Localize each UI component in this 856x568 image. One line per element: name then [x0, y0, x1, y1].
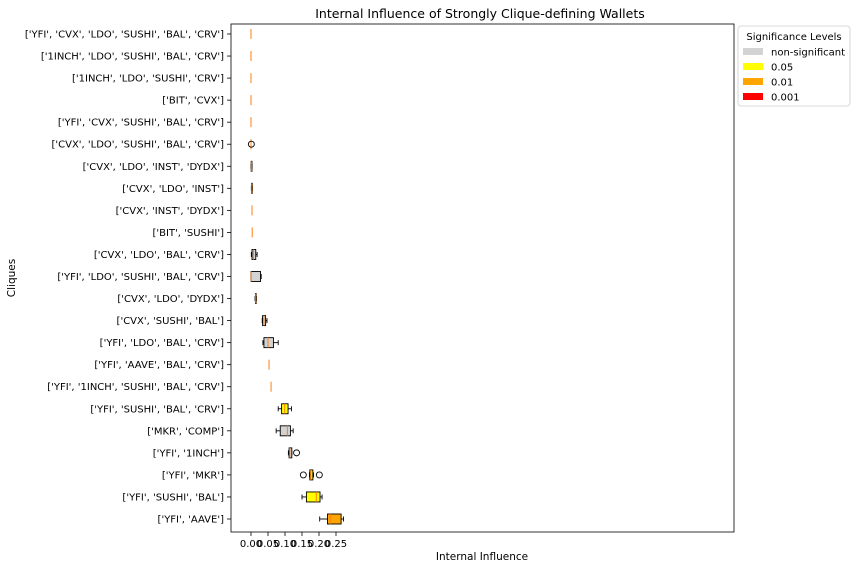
y-tick-label: ['CVX', 'LDO', 'BAL', 'CRV']: [94, 250, 224, 261]
box-group: ['CVX', 'LDO', 'SUSHI', 'BAL', 'CRV']: [51, 139, 255, 151]
box-group: ['CVX', 'LDO', 'DYDX']: [117, 293, 257, 305]
legend: Significance Levels non-significant 0.05 0.…: [737, 25, 851, 107]
box-group: ['CVX', 'LDO', 'BAL', 'CRV']: [94, 249, 258, 261]
box-group: ['YFI', 'MKR']: [162, 469, 323, 481]
x-tick-label: 0.10: [274, 539, 296, 550]
box-group: ['BIT', 'SUSHI']: [152, 227, 253, 239]
box-group: ['YFI', 'SUSHI', 'BAL', 'CRV']: [90, 403, 292, 415]
y-tick-label: ['CVX', 'INST', 'DYDX']: [116, 206, 224, 217]
legend-swatch: [743, 93, 763, 100]
box: [309, 469, 314, 481]
x-axis-label: Internal Influence: [436, 551, 528, 563]
plot-area: 0.000.050.100.150.200.25 ['YFI', 'CVX', '…: [25, 29, 347, 550]
legend-swatch: [743, 63, 763, 70]
y-axis-label: Cliques: [6, 259, 18, 297]
y-tick-label: ['YFI', 'MKR']: [162, 470, 224, 481]
box: [263, 337, 274, 349]
legend-item-label: 0.001: [771, 93, 800, 104]
x-tick-label: 0.05: [257, 539, 279, 550]
y-tick-label: ['CVX', 'SUSHI', 'BAL']: [117, 316, 225, 327]
outlier-point: [247, 140, 255, 148]
y-tick-label: ['YFI', 'SUSHI', 'BAL', 'CRV']: [90, 404, 224, 415]
legend-item-label: 0.05: [771, 63, 793, 74]
box: [279, 425, 291, 437]
box: [305, 491, 321, 503]
box-group: ['MKR', 'COMP']: [147, 425, 294, 437]
legend-item-label: 0.01: [771, 78, 793, 89]
y-tick-label: ['BIT', 'SUSHI']: [152, 228, 224, 239]
box-group: ['YFI', 'AAVE', 'BAL', 'CRV']: [94, 359, 270, 371]
y-tick-label: ['BIT', 'CVX']: [162, 96, 224, 107]
box-group: ['CVX', 'LDO', 'INST']: [122, 182, 253, 195]
y-tick-label: ['YFI', 'LDO', 'SUSHI', 'BAL', 'CRV']: [57, 272, 224, 283]
y-tick-label: ['YFI', 'CVX', 'SUSHI', 'BAL', 'CRV']: [58, 118, 224, 129]
legend-frame: [737, 25, 851, 107]
y-tick-label: ['1INCH', 'LDO', 'SUSHI', 'CRV']: [72, 74, 224, 85]
box-group: ['CVX', 'SUSHI', 'BAL']: [117, 315, 268, 327]
box-group: ['CVX', 'LDO', 'INST', 'DYDX']: [83, 160, 253, 173]
box-group: ['BIT', 'CVX']: [162, 95, 252, 107]
y-tick-label: ['YFI', 'AAVE']: [158, 515, 225, 526]
legend-swatch: [743, 78, 763, 85]
y-tick-label: ['1INCH', 'LDO', 'SUSHI', 'BAL', 'CRV']: [41, 52, 224, 63]
legend-item-label: non-significant: [771, 48, 845, 59]
outlier-point: [293, 449, 301, 457]
y-tick-label: ['YFI', '1INCH']: [153, 448, 224, 459]
y-tick-label: ['MKR', 'COMP']: [147, 426, 224, 437]
y-tick-label: ['CVX', 'LDO', 'INST', 'DYDX']: [83, 162, 224, 173]
y-tick-label: ['YFI', '1INCH', 'SUSHI', 'BAL', 'CRV']: [47, 382, 224, 393]
box-group: ['YFI', '1INCH', 'SUSHI', 'BAL', 'CRV']: [47, 381, 272, 393]
y-tick-label: ['CVX', 'LDO', 'DYDX']: [117, 294, 224, 305]
x-tick-label: 0.20: [308, 539, 330, 550]
box-group: ['CVX', 'INST', 'DYDX']: [116, 205, 253, 217]
box-group: ['1INCH', 'LDO', 'SUSHI', 'BAL', 'CRV']: [41, 51, 252, 63]
legend-swatch: [743, 48, 763, 55]
box: [251, 249, 257, 260]
legend-title: Significance Levels: [746, 32, 841, 43]
y-tick-label: ['YFI', 'SUSHI', 'BAL']: [122, 492, 224, 503]
y-tick-label: ['CVX', 'LDO', 'INST']: [122, 184, 224, 195]
box-group: ['YFI', 'CVX', 'LDO', 'SUSHI', 'BAL', 'C…: [25, 29, 252, 41]
y-tick-label: ['YFI', 'LDO', 'BAL', 'CRV']: [100, 338, 224, 349]
box-group: ['YFI', 'CVX', 'SUSHI', 'BAL', 'CRV']: [58, 117, 252, 129]
box-group: ['1INCH', 'LDO', 'SUSHI', 'CRV']: [72, 73, 252, 85]
box-group: ['YFI', 'LDO', 'SUSHI', 'BAL', 'CRV']: [57, 271, 262, 283]
box: [288, 447, 293, 459]
x-tick-label: 0.00: [240, 539, 262, 550]
x-tick-label: 0.15: [291, 539, 313, 550]
outlier-point: [299, 471, 307, 479]
x-tick-label: 0.25: [325, 539, 347, 550]
chart-title: Internal Influence of Strongly Clique-de…: [315, 6, 645, 21]
box-group: ['YFI', 'AAVE']: [158, 513, 344, 526]
y-tick-label: ['YFI', 'CVX', 'LDO', 'SUSHI', 'BAL', 'C…: [25, 30, 224, 41]
outlier-point: [315, 471, 323, 479]
box: [327, 513, 342, 525]
box-group: ['YFI', 'LDO', 'BAL', 'CRV']: [100, 337, 279, 349]
axes-frame: [230, 23, 735, 533]
y-tick-label: ['CVX', 'LDO', 'SUSHI', 'BAL', 'CRV']: [51, 140, 224, 151]
box-group: ['YFI', '1INCH']: [153, 447, 301, 459]
y-tick-label: ['YFI', 'AAVE', 'BAL', 'CRV']: [94, 360, 224, 371]
box: [250, 271, 261, 282]
box-group: ['YFI', 'SUSHI', 'BAL']: [122, 491, 323, 503]
